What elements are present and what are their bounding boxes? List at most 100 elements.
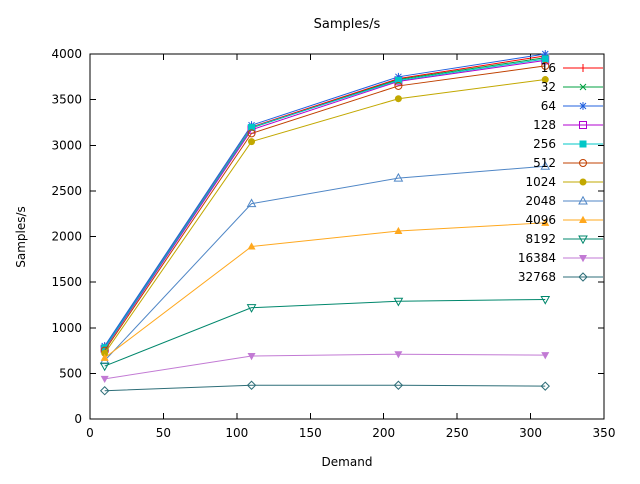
y-tick-label: 2500 xyxy=(51,184,82,198)
legend-label: 4096 xyxy=(525,213,556,227)
data-point-32768 xyxy=(540,381,550,391)
data-point-64 xyxy=(394,72,403,81)
data-point-1024 xyxy=(101,349,109,357)
x-tick-label: 150 xyxy=(299,426,322,440)
y-tick-label: 1500 xyxy=(51,275,82,289)
legend-item-16: 16 xyxy=(541,61,603,75)
legend-item-4096: 4096 xyxy=(525,213,603,227)
data-point-4096 xyxy=(100,353,109,361)
y-tick-label: 4000 xyxy=(51,47,82,61)
series-line-64 xyxy=(104,53,546,347)
data-point-1024 xyxy=(248,138,256,146)
x-tick-label: 50 xyxy=(156,426,171,440)
y-axis-label: Samples/s xyxy=(14,206,28,268)
legend-item-16384: 16384 xyxy=(518,251,603,265)
legend-marker-4096 xyxy=(579,215,587,223)
legend-marker-16384 xyxy=(579,255,587,263)
y-tick-label: 3500 xyxy=(51,93,82,107)
legend-label: 512 xyxy=(533,156,556,170)
chart-title: Samples/s xyxy=(314,17,381,32)
data-point-512 xyxy=(394,81,403,90)
series-line-512 xyxy=(104,65,546,351)
x-tick-label: 300 xyxy=(519,426,542,440)
data-point-32768 xyxy=(393,380,404,390)
legend-label: 32 xyxy=(541,80,556,94)
legend-label: 8192 xyxy=(525,232,556,246)
legend-marker-2048 xyxy=(578,195,588,205)
y-tick-label: 2000 xyxy=(51,230,82,244)
legend-item-64: 64 xyxy=(541,99,603,113)
y-tick-label: 3000 xyxy=(51,138,82,152)
legend-item-2048: 2048 xyxy=(525,194,603,208)
legend-marker-64 xyxy=(579,102,587,110)
data-point-16384 xyxy=(394,351,403,359)
data-point-256 xyxy=(248,123,256,131)
data-point-4096 xyxy=(541,218,550,226)
data-point-8192 xyxy=(540,295,551,305)
data-point-32768 xyxy=(246,380,257,390)
legend-item-128: 128 xyxy=(533,118,603,132)
legend-label: 16 xyxy=(541,61,556,75)
series-line-2048 xyxy=(104,165,546,361)
legend-label: 32768 xyxy=(518,270,556,284)
data-point-16384 xyxy=(247,353,256,361)
legend-marker-256 xyxy=(579,140,587,148)
legend-marker-32768 xyxy=(578,272,588,282)
y-tick-label: 500 xyxy=(59,366,82,380)
legend-marker-8192 xyxy=(578,235,588,245)
data-point-1024 xyxy=(394,95,402,103)
series-line-256 xyxy=(104,58,546,349)
data-point-256 xyxy=(101,344,109,352)
data-point-1024 xyxy=(541,76,549,84)
series-line-8192 xyxy=(104,298,546,367)
data-point-16384 xyxy=(541,352,550,360)
data-point-2048 xyxy=(540,161,551,170)
series-line-4096 xyxy=(104,222,546,359)
series-line-1024 xyxy=(104,79,546,354)
legend-item-1024: 1024 xyxy=(525,175,603,189)
legend-label: 2048 xyxy=(525,194,556,208)
legend-item-8192: 8192 xyxy=(525,232,603,246)
data-point-256 xyxy=(394,76,402,84)
series-line-16 xyxy=(104,55,546,348)
legend-marker-16 xyxy=(579,64,587,72)
legend-label: 1024 xyxy=(525,175,556,189)
x-axis-label: Demand xyxy=(322,455,373,469)
x-tick-label: 350 xyxy=(593,426,616,440)
data-point-4096 xyxy=(394,226,403,235)
data-point-32768 xyxy=(99,386,110,396)
legend-item-32: 32 xyxy=(541,80,603,94)
legend-marker-128 xyxy=(579,121,587,129)
legend-item-512: 512 xyxy=(533,156,603,170)
x-tick-label: 0 xyxy=(86,426,94,440)
data-point-512 xyxy=(247,129,256,138)
legend-item-256: 256 xyxy=(533,137,603,151)
x-tick-label: 100 xyxy=(225,426,248,440)
legend-item-32768: 32768 xyxy=(518,270,603,284)
series-line-16384 xyxy=(104,353,546,380)
data-point-512 xyxy=(541,61,550,70)
legend-marker-32 xyxy=(579,83,587,91)
y-tick-label: 1000 xyxy=(51,321,82,335)
legend-marker-512 xyxy=(579,159,587,167)
series-line-32768 xyxy=(104,384,546,392)
y-tick-label: 0 xyxy=(74,412,82,426)
data-point-256 xyxy=(541,55,549,63)
data-point-8192 xyxy=(99,362,110,372)
series-line-128 xyxy=(104,59,546,350)
data-point-4096 xyxy=(247,242,256,250)
legend-marker-1024 xyxy=(579,178,587,186)
legend-label: 128 xyxy=(533,118,556,132)
data-point-64 xyxy=(541,50,550,58)
legend-label: 16384 xyxy=(518,251,556,265)
plot-area: 0 50 100 150 200 250 300 3500500100015002000250… xyxy=(51,47,615,440)
data-point-16384 xyxy=(100,375,109,384)
legend-label: 256 xyxy=(533,137,556,151)
data-point-8192 xyxy=(393,297,404,307)
data-point-8192 xyxy=(246,304,257,313)
legend: 16 32 64 128 256 512 1024 2048 4096 8192 16384 3276… xyxy=(518,61,603,284)
data-point-2048 xyxy=(393,172,404,182)
data-point-2048 xyxy=(246,198,257,208)
